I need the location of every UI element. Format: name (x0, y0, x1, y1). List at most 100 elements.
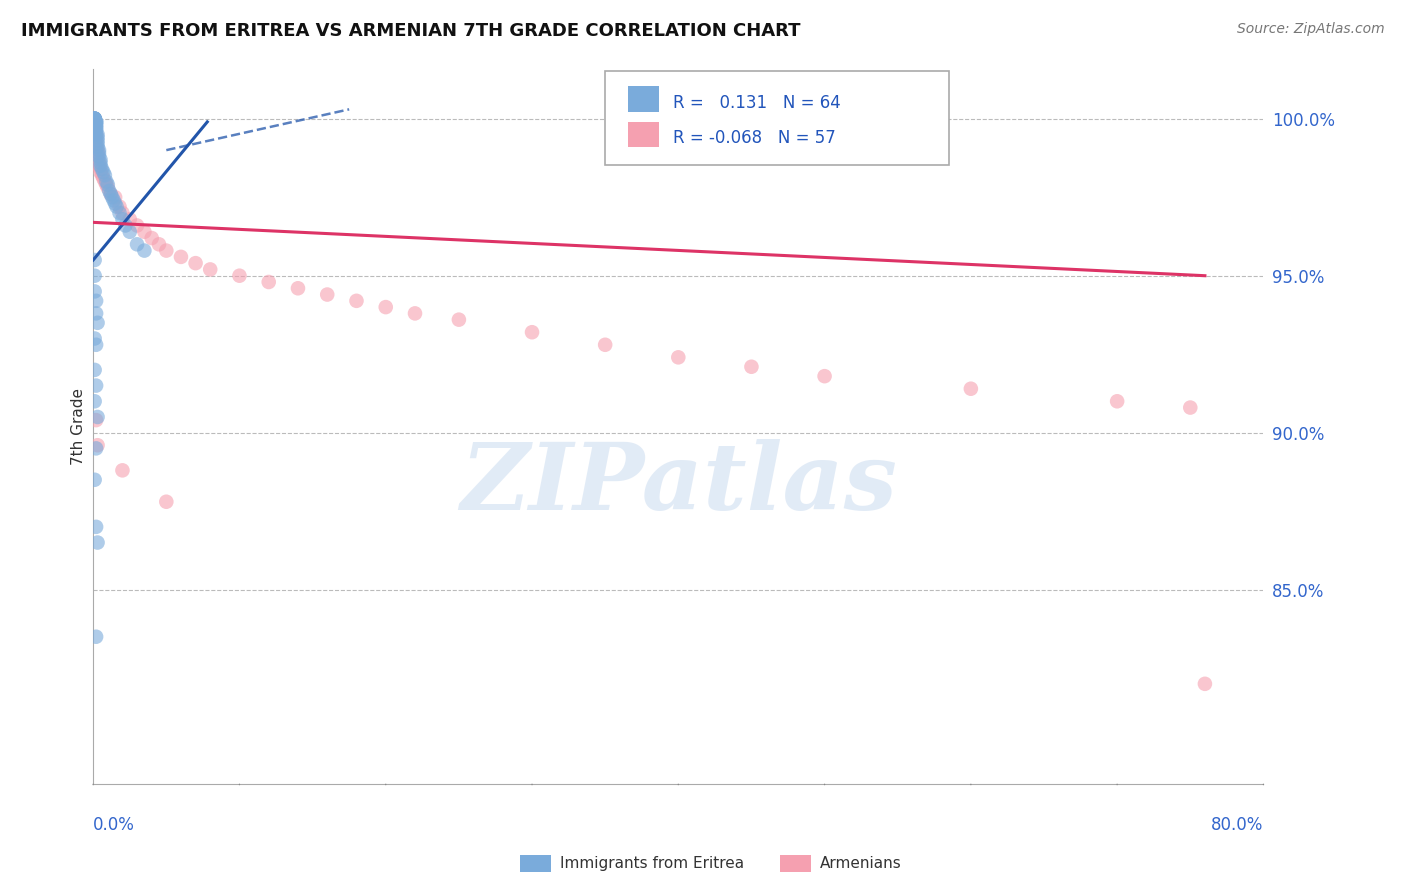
Point (89, 155, 111, 169)
Point (1107, 394, 1129, 409)
Point (118, 212, 141, 227)
Point (87, 155, 110, 169)
Point (83, 112, 105, 126)
Point (125, 237, 148, 252)
Point (104, 196, 127, 211)
Point (1180, 401, 1202, 415)
Point (740, 359, 762, 374)
Point (100, 187, 122, 202)
Point (83, 473, 105, 487)
Point (86, 134, 108, 148)
Point (184, 256, 207, 270)
Point (84, 115, 107, 129)
Text: Source: ZipAtlas.com: Source: ZipAtlas.com (1237, 22, 1385, 37)
Point (83, 112, 105, 126)
Point (84, 338, 107, 352)
Point (101, 190, 124, 204)
Point (84, 115, 107, 129)
Point (228, 268, 250, 283)
Point (134, 244, 156, 258)
Point (83, 112, 105, 126)
Point (87, 146, 110, 161)
Point (86, 130, 108, 145)
Point (1194, 677, 1216, 691)
Point (346, 293, 368, 308)
Point (89, 159, 111, 173)
Text: ZIPatlas: ZIPatlas (460, 439, 897, 529)
Y-axis label: 7th Grade: 7th Grade (72, 388, 86, 465)
Point (84, 121, 107, 136)
Point (93, 171, 115, 186)
Point (89, 153, 111, 167)
Point (84, 128, 107, 142)
Point (104, 190, 127, 204)
Point (83, 112, 105, 126)
Point (83, 394, 105, 409)
Point (84, 136, 107, 151)
Point (94, 168, 117, 182)
Point (87, 149, 110, 163)
Point (84, 134, 107, 148)
Point (125, 219, 148, 233)
Point (86, 146, 108, 161)
Point (257, 275, 280, 289)
Point (960, 382, 983, 396)
Point (84, 378, 107, 392)
Point (86, 143, 108, 157)
Point (86, 140, 108, 154)
Text: R = -0.068   N = 57: R = -0.068 N = 57 (673, 129, 837, 147)
Point (83, 118, 105, 132)
Point (404, 306, 426, 320)
Point (200, 262, 222, 277)
Point (84, 630, 107, 644)
Text: IMMIGRANTS FROM ERITREA VS ARMENIAN 7TH GRADE CORRELATION CHART: IMMIGRANTS FROM ERITREA VS ARMENIAN 7TH … (21, 22, 800, 40)
Text: 0.0%: 0.0% (93, 815, 135, 834)
Point (83, 112, 105, 126)
Point (87, 159, 110, 173)
Point (105, 200, 128, 214)
Point (84, 413, 107, 427)
Point (86, 149, 108, 163)
Point (83, 112, 105, 126)
Point (89, 165, 111, 179)
Point (91, 161, 114, 176)
Point (86, 316, 108, 330)
Point (84, 520, 107, 534)
Point (97, 181, 120, 195)
Point (148, 237, 170, 252)
Point (94, 175, 117, 189)
Point (83, 363, 105, 377)
Point (83, 285, 105, 299)
Point (83, 112, 105, 126)
Point (86, 136, 108, 151)
Point (103, 194, 125, 208)
Point (287, 281, 309, 295)
Point (114, 219, 136, 233)
Point (96, 178, 118, 192)
Point (108, 206, 131, 220)
Point (84, 130, 107, 145)
Point (593, 338, 616, 352)
Point (83, 112, 105, 126)
Text: R =   0.131   N = 64: R = 0.131 N = 64 (673, 94, 841, 112)
Point (84, 124, 107, 138)
Point (84, 121, 107, 136)
Point (111, 206, 134, 220)
Point (86, 128, 108, 142)
Point (155, 494, 177, 508)
Point (108, 200, 131, 214)
Point (447, 312, 470, 326)
Point (91, 168, 114, 182)
Point (83, 115, 105, 129)
Point (86, 409, 108, 424)
Point (84, 442, 107, 456)
Point (111, 212, 134, 227)
Point (118, 225, 141, 239)
Point (86, 438, 108, 452)
Point (84, 306, 107, 320)
Point (83, 112, 105, 126)
Point (84, 118, 107, 132)
Point (84, 128, 107, 142)
Point (83, 252, 105, 267)
Text: Armenians: Armenians (820, 856, 901, 871)
